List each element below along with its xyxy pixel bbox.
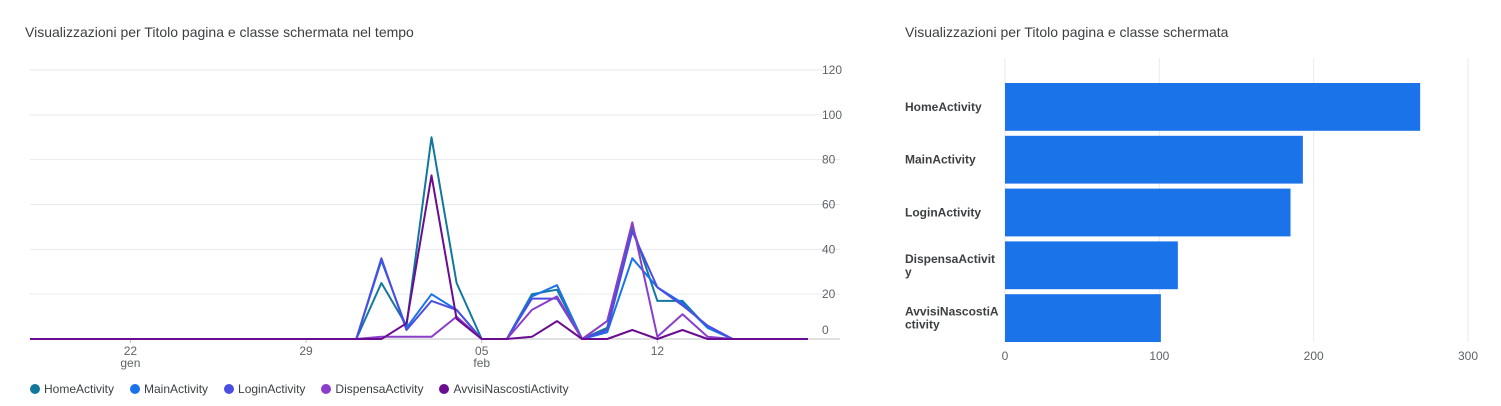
y-tick-label: 120 [822,63,842,77]
y-tick-label: 100 [822,108,842,122]
x-tick-label: 0 [1002,349,1009,363]
legend-label: LoginActivity [238,382,306,396]
category-label: MainActivity [905,153,976,167]
legend-item[interactable]: HomeActivity [30,382,114,396]
x-tick-sublabel: gen [120,356,140,370]
x-tick-label: 300 [1458,349,1478,363]
x-tick-sublabel: feb [473,356,490,370]
legend-item[interactable]: LoginActivity [224,382,305,396]
legend-dot-icon [224,384,235,394]
legend-label: HomeActivity [44,382,115,396]
legend-label: MainActivity [144,382,209,396]
y-tick-label: 0 [822,323,829,337]
legend-dot-icon [321,384,332,394]
line-chart-title: Visualizzazioni per Titolo pagina e clas… [25,24,414,40]
legend-label: AvvisiNascostiActivity [453,382,569,396]
y-tick-label: 40 [822,242,836,256]
series-line-AvvisiNascostiActivity[interactable] [30,174,808,340]
bar[interactable] [1005,241,1178,290]
x-tick-label: 29 [299,344,313,358]
y-tick-label: 60 [822,198,836,212]
legend-dot-icon [130,384,141,394]
y-tick-label: 80 [822,153,836,167]
category-label: DispensaActivit y [905,252,995,279]
x-tick-label: 22 [124,344,138,358]
legend-label: DispensaActivity [335,382,424,396]
x-tick-label: 100 [1149,349,1169,363]
x-tick-label: 12 [651,344,665,358]
legend-dot-icon [439,384,450,394]
bar[interactable] [1005,188,1291,237]
legend-item[interactable]: MainActivity [130,382,208,396]
x-tick-label: 200 [1304,349,1324,363]
x-tick-label: 05 [475,344,489,358]
y-tick-label: 20 [822,287,836,301]
category-label: HomeActivity [905,100,982,114]
bar[interactable] [1005,294,1161,342]
category-label: AvvisiNascostiA ctivity [905,305,999,332]
bar-chart: 0 100 200 300 HomeActivity MainActivity LoginA… [905,58,1478,363]
line-chart-legend: HomeActivity MainActivity LoginActivity Dis… [30,382,569,396]
bar[interactable] [1005,135,1303,184]
bar[interactable] [1005,83,1421,131]
legend-item[interactable]: AvvisiNascostiActivity [439,382,569,396]
category-label: LoginActivity [905,206,981,220]
legend-item[interactable]: DispensaActivity [321,382,423,396]
bar-chart-title: Visualizzazioni per Titolo pagina e clas… [905,24,1229,40]
legend-dot-icon [30,384,40,394]
